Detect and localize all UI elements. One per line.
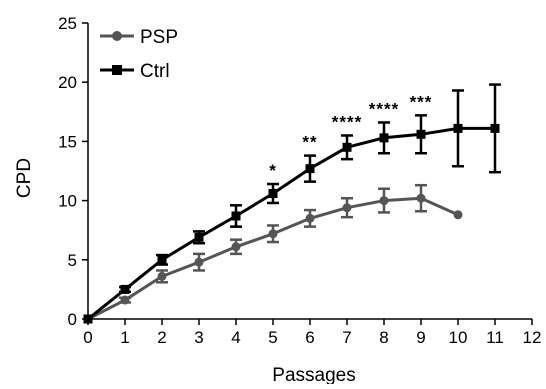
x-tick-label: 2 [157,328,166,347]
significance-label: *** [410,92,433,111]
significance-label: **** [332,112,362,131]
y-tick-label: 25 [58,14,77,33]
significance-label: * [269,161,277,180]
data-point [305,213,315,223]
data-point [342,203,352,213]
y-tick-label: 20 [58,73,77,92]
x-tick-label: 3 [194,328,203,347]
data-point [453,210,463,220]
data-point [157,271,167,281]
y-tick-label: 0 [68,310,77,329]
data-point [416,193,426,203]
x-axis-title: Passages [272,365,355,384]
y-tick-label: 5 [68,251,77,270]
x-tick-label: 6 [305,328,314,347]
y-axis-title: CPD [14,158,35,198]
x-tick-label: 7 [342,328,351,347]
x-tick-label: 11 [486,328,504,347]
x-tick-label: 10 [449,328,468,347]
legend-marker [112,65,122,75]
data-point [268,229,278,239]
data-point [305,164,315,174]
legend-label: Ctrl [140,61,170,82]
data-point [194,257,204,267]
data-point [83,314,93,324]
y-tick-label: 10 [58,192,77,211]
data-point [194,232,204,242]
data-point [120,295,130,305]
data-point [379,133,389,143]
data-point [231,242,241,252]
data-point [157,255,167,265]
legend-item-psp: PSP [100,27,178,48]
data-point [416,129,426,139]
x-tick-label: 9 [416,328,425,347]
data-point [231,211,241,221]
significance-label: ** [302,133,317,152]
data-point [342,142,352,152]
series-line-psp [87,196,459,321]
x-tick-label: 8 [379,328,388,347]
legend-item-ctrl: Ctrl [100,61,170,82]
series-psp [83,183,463,324]
x-tick-label: 4 [231,328,240,347]
x-tick-label: 0 [83,328,92,347]
data-point [490,123,500,133]
legend-marker [112,31,122,41]
data-point [379,196,389,206]
data-point [120,284,130,294]
data-point [268,188,278,198]
series-line-ctrl [87,126,495,321]
x-tick-label: 5 [268,328,277,347]
x-tick-label: 1 [120,328,129,347]
data-point [453,123,463,133]
x-tick-label: 12 [523,328,542,347]
y-tick-label: 15 [58,132,77,151]
legend-label: PSP [140,27,178,48]
significance-label: **** [369,99,399,118]
series-ctrl [83,83,501,324]
